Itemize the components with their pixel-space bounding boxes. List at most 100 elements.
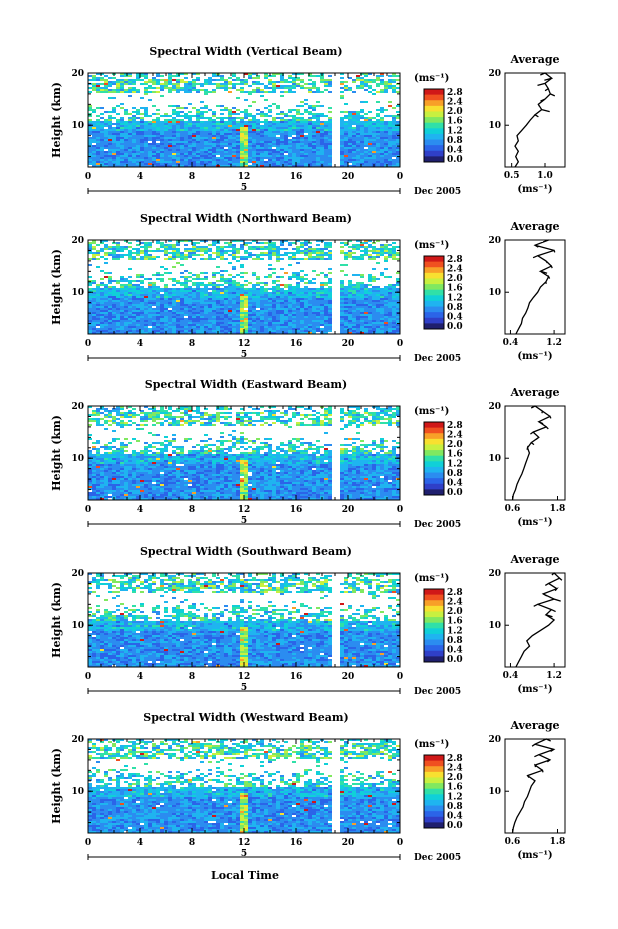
colorbar-tick: 2.4: [447, 265, 463, 275]
panel-2: Spectral Width (Northward Beam) 20 10 Heigh…: [50, 212, 566, 364]
colorbar-tick: 0.0: [447, 821, 463, 831]
x-tick-label: 4: [137, 172, 143, 182]
colorbar-tick: 0.8: [447, 469, 463, 479]
colorbar-segment: [424, 261, 444, 268]
y-axis-label: Height (km): [50, 748, 63, 824]
x-tick-label: 0: [397, 838, 403, 848]
colorbar-tick: 2.0: [447, 607, 463, 617]
x-tick-label: 20: [342, 838, 355, 848]
day-label: 5: [241, 683, 247, 693]
x-tick-label: 12: [238, 838, 251, 848]
colorbar-segment: [424, 816, 444, 823]
colorbar-segment: [424, 284, 444, 291]
colorbar-segment: [424, 300, 444, 308]
date-label: Dec 2005: [414, 354, 461, 364]
colorbar-segment: [424, 472, 444, 479]
colorbar-segment: [424, 111, 444, 118]
colorbar-segment: [424, 466, 444, 474]
x-tick-label: 0: [85, 838, 91, 848]
colorbar-tick: 2.0: [447, 274, 463, 284]
colorbar-segment: [424, 433, 444, 440]
colorbar-segment: [424, 438, 444, 445]
colorbar-tick: 0.4: [447, 645, 463, 655]
x-tick-label: 0: [397, 505, 403, 515]
x-tick-label: 20: [342, 672, 355, 682]
average-title: Average: [509, 386, 559, 399]
colorbar-tick: 2.8: [447, 421, 463, 431]
x-tick-label: 12: [238, 339, 251, 349]
average-profile-line: [515, 572, 563, 668]
panel-title: Spectral Width (Southward Beam): [140, 545, 352, 558]
average-unit: (ms⁻¹): [517, 517, 552, 528]
average-x-tick: 1.0: [537, 171, 553, 181]
colorbar-segment: [424, 128, 444, 135]
colorbar-tick: 1.6: [447, 617, 463, 627]
average-unit: (ms⁻¹): [517, 184, 552, 195]
colorbar-segment: [424, 639, 444, 646]
colorbar-unit: (ms⁻¹): [414, 739, 449, 750]
average-unit: (ms⁻¹): [517, 684, 552, 695]
colorbar-tick: 1.6: [447, 783, 463, 793]
panel-title: Spectral Width (Eastward Beam): [145, 378, 347, 391]
colorbar-segment: [424, 611, 444, 618]
x-tick-label: 4: [137, 672, 143, 682]
colorbar-tick: 0.4: [447, 312, 463, 322]
x-tick-label: 8: [189, 838, 195, 848]
heatmap: [88, 573, 400, 667]
average-x-tick: 1.2: [546, 338, 562, 348]
x-axis-label: Local Time: [211, 869, 279, 882]
colorbar-tick: 0.8: [447, 303, 463, 313]
x-tick-label: 8: [189, 339, 195, 349]
average-title: Average: [509, 553, 559, 566]
colorbar-segment: [424, 455, 444, 462]
colorbar-tick: 2.0: [447, 773, 463, 783]
y-tick-label: 20: [71, 69, 84, 79]
colorbar-tick: 1.2: [447, 792, 463, 802]
colorbar-segment: [424, 594, 444, 601]
panel-title: Spectral Width (Vertical Beam): [149, 45, 342, 58]
colorbar-segment: [424, 117, 444, 124]
colorbar-unit: (ms⁻¹): [414, 573, 449, 584]
x-tick-label: 16: [290, 505, 303, 515]
heatmap: [88, 240, 400, 334]
colorbar-segment: [424, 799, 444, 807]
colorbar-unit: (ms⁻¹): [414, 73, 449, 84]
colorbar-segment: [424, 427, 444, 434]
colorbar-segment: [424, 605, 444, 612]
colorbar-tick: 2.4: [447, 764, 463, 774]
colorbar-segment: [424, 306, 444, 313]
colorbar-segment: [424, 771, 444, 778]
y-tick-label: 20: [71, 735, 84, 745]
colorbar-tick: 2.4: [447, 598, 463, 608]
average-profile-line: [511, 405, 552, 501]
day-label: 5: [241, 183, 247, 193]
date-label: Dec 2005: [414, 187, 461, 197]
average-profile-line: [514, 72, 556, 168]
colorbar-segment: [424, 100, 444, 107]
colorbar-segment: [424, 777, 444, 784]
colorbar-segment: [424, 145, 444, 152]
colorbar-tick: 0.8: [447, 136, 463, 146]
colorbar-tick: 1.2: [447, 626, 463, 636]
colorbar-tick: 2.8: [447, 754, 463, 764]
y-tick-label: 10: [71, 288, 84, 298]
colorbar-segment: [424, 317, 444, 324]
y-tick-label: 10: [71, 787, 84, 797]
average-profile-line: [511, 738, 556, 834]
colorbar-frame: [423, 588, 445, 663]
colorbar-tick: 0.0: [447, 155, 463, 165]
colorbar-tick: 2.0: [447, 107, 463, 117]
colorbar-segment: [424, 267, 444, 274]
average-unit: (ms⁻¹): [517, 850, 552, 861]
panel-3: Spectral Width (Eastward Beam) 20 10 Height…: [50, 378, 566, 530]
average-profile-line: [515, 239, 556, 335]
y-tick-label: 10: [71, 121, 84, 131]
colorbar-tick: 1.2: [447, 126, 463, 136]
colorbar-segment: [424, 478, 444, 485]
colorbar-segment: [424, 133, 444, 141]
colorbar-tick: 2.8: [447, 588, 463, 598]
colorbar-tick: 2.4: [447, 98, 463, 108]
x-tick-label: 16: [290, 672, 303, 682]
colorbar-tick: 0.0: [447, 488, 463, 498]
